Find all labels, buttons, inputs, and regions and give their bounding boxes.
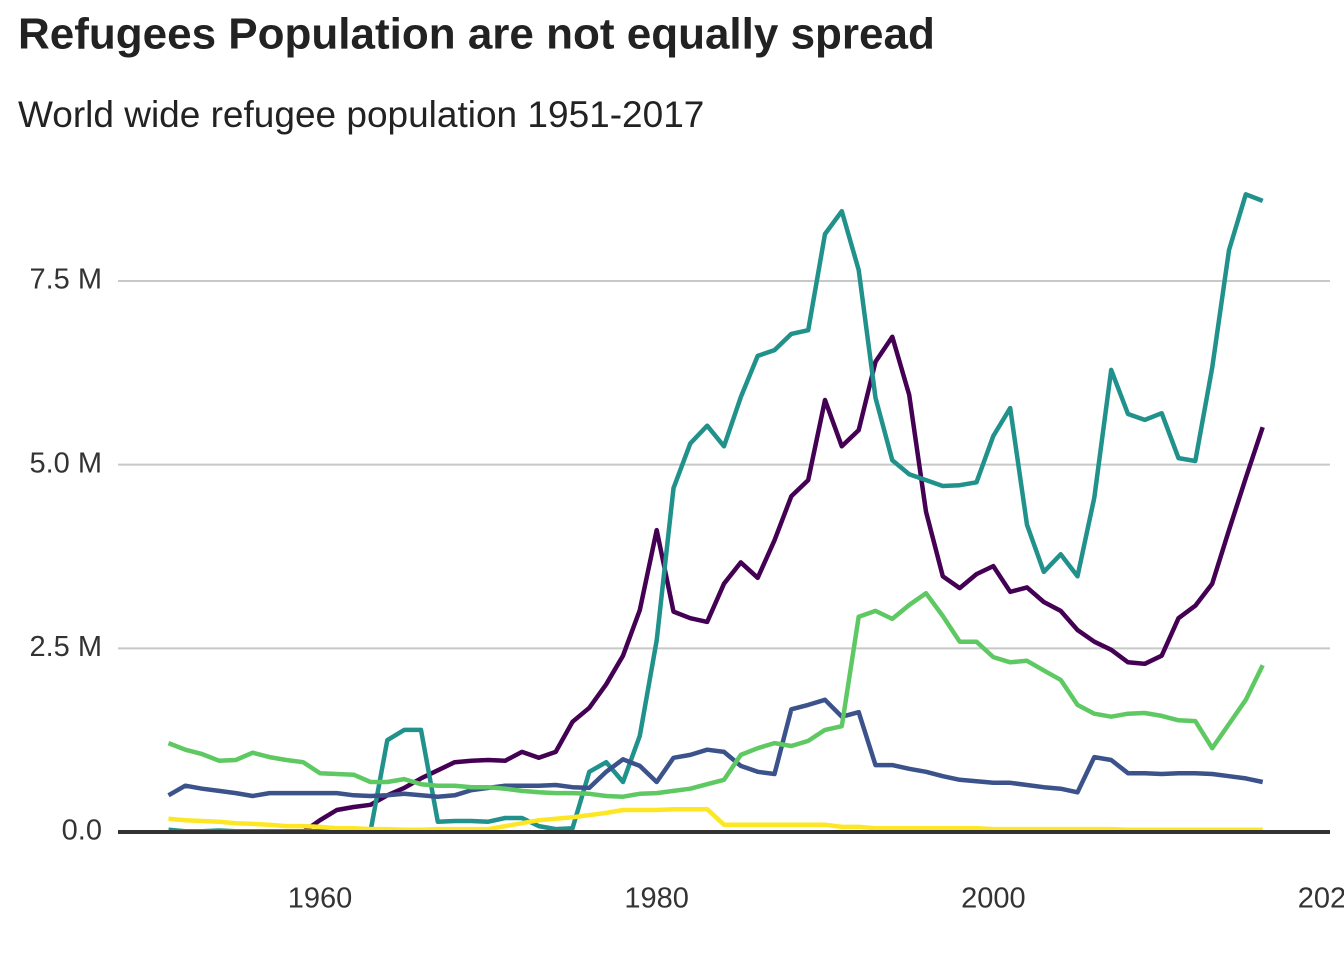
x-tick-label: 2000	[961, 883, 1026, 915]
series-line	[167, 697, 1264, 799]
x-tick-label: 1980	[624, 883, 689, 915]
y-tick-label: 7.5 M	[29, 264, 102, 296]
chart-title: Refugees Population are not equally spre…	[18, 10, 935, 59]
x-tick-label: 2020	[1298, 883, 1344, 915]
x-tick-label: 1960	[288, 883, 353, 915]
series-line	[168, 806, 1263, 833]
series-line	[168, 192, 1264, 834]
series-line	[301, 334, 1265, 834]
y-tick-label: 0.0	[62, 815, 102, 847]
y-tick-label: 2.5 M	[29, 631, 102, 663]
y-tick-label: 5.0 M	[29, 447, 102, 479]
chart-subtitle: World wide refugee population 1951-2017	[18, 94, 704, 135]
series-line	[167, 590, 1265, 799]
